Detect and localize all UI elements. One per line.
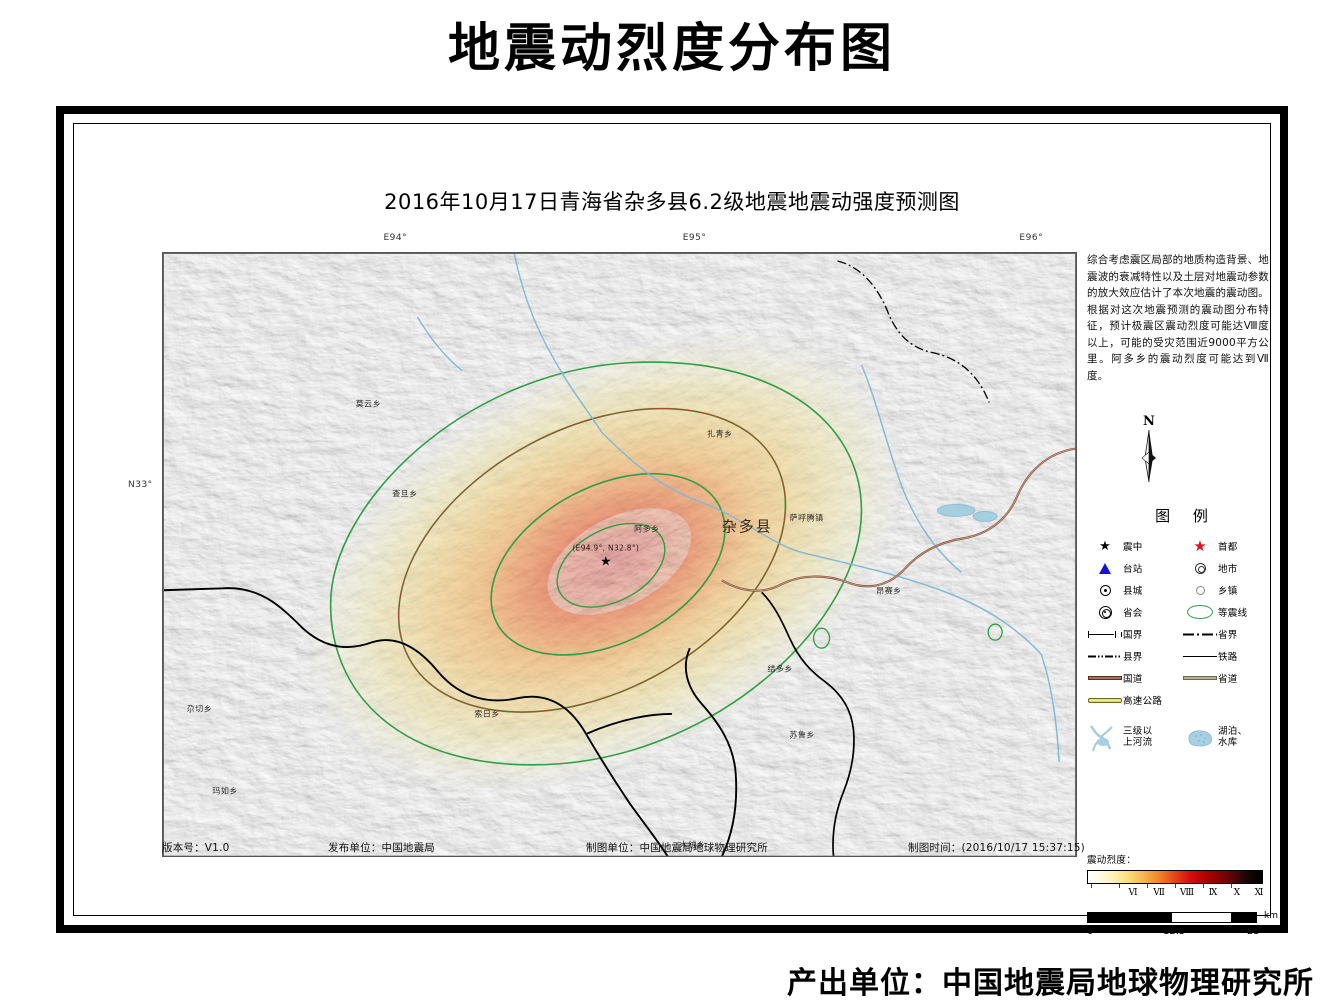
footer-cartographer: 制图单位：中国地震局地球物理研究所: [586, 842, 768, 854]
epicenter-coordinate-label: (E94.9°, N32.8°): [572, 543, 640, 553]
dash-dot-dot-line-icon: [1087, 654, 1123, 659]
footer-publisher: 发布单位：中国地震局: [328, 842, 435, 854]
scale-bar-unit: km: [1264, 911, 1278, 921]
legend-label: 震中: [1123, 542, 1143, 553]
map-label-zaduo-county: 杂多县: [721, 517, 773, 536]
legend-panel: 图 例 ★ 震中 ★ 首都 台站: [1087, 505, 1277, 761]
poster-footer: 版本号：V1.0 发布单位：中国地震局 制图单位：中国地震局地球物理研究所 制图…: [74, 840, 1270, 858]
solid-line-icon: [1182, 655, 1218, 657]
legend-row: 国界 省界: [1087, 623, 1277, 645]
legend-label: 国界: [1123, 630, 1143, 641]
legend-row: ★ 震中 ★ 首都: [1087, 535, 1277, 557]
legend-title: 图 例: [1155, 507, 1217, 525]
map-frame[interactable]: 莫云乡 查旦乡 扎青乡 阿多乡 杂多县 萨呼腾镇 昂赛乡 结多乡 苏鲁乡 尕切乡…: [162, 252, 1077, 857]
highway-icon: [1087, 697, 1123, 703]
legend-row: 高速公路: [1087, 689, 1277, 711]
legend-label: 县界: [1123, 652, 1143, 663]
lat-label-n33: N33°: [128, 479, 153, 490]
legend-row: 县界 铁路: [1087, 645, 1277, 667]
legend-label: 首都: [1218, 542, 1238, 553]
map-label-jieduo: 结多乡: [767, 664, 793, 674]
intensity-tick-ix: Ⅸ: [1208, 888, 1218, 898]
provincial-road-icon: [1182, 676, 1218, 680]
map-label-murong: 木绒乡: [679, 840, 706, 850]
green-ellipse-icon: [1182, 605, 1218, 619]
intensity-tick-vi: Ⅵ: [1128, 888, 1138, 898]
national-border-icon: [1087, 630, 1123, 638]
legend-row: 国道 省道: [1087, 667, 1277, 689]
info-column: 综合考虑震区局部的地质构造背景、地震波的衰减特性以及土层对地震动参数的放大效应估…: [1087, 252, 1278, 952]
province-capital-icon: [1087, 605, 1123, 619]
legend-label: 县城: [1123, 586, 1143, 597]
intensity-color-bar: [1087, 870, 1263, 884]
blue-triangle-icon: [1087, 562, 1123, 574]
double-circle-icon: [1182, 562, 1218, 574]
compass-rose: N: [1127, 415, 1171, 487]
intensity-tick-viii: Ⅷ: [1179, 888, 1195, 898]
compass-north-letter: N: [1143, 414, 1155, 429]
intensity-scale: 震动烈度： Ⅵ Ⅶ Ⅷ Ⅸ Ⅹ Ⅺ: [1087, 852, 1277, 900]
map-label-zhaqing: 扎青乡: [707, 429, 733, 439]
footer-timestamp: 制图时间：(2016/10/17 15:37:15): [908, 842, 1085, 854]
bottom-credit: 产出单位：中国地震局地球物理研究所: [787, 966, 1314, 1001]
legend-label: 乡镇: [1218, 586, 1238, 597]
scale-bar-labels: 0 12.5 25: [1087, 926, 1277, 940]
legend-label: 地市: [1218, 564, 1238, 575]
lake-icon: [1182, 728, 1218, 748]
dash-dot-line-icon: [1182, 632, 1218, 637]
map-label-aduo: 阿多乡: [634, 524, 660, 534]
map-label-moyun: 莫云乡: [355, 399, 382, 409]
map-label-chadan: 查旦乡: [392, 489, 418, 499]
poster-frame: 2016年10月17日青海省杂多县6.2级地震地震动强度预测图 E94° E95…: [56, 106, 1288, 937]
scale-label-max: 25: [1247, 926, 1260, 937]
legend-label: 省道: [1218, 674, 1238, 685]
scale-label-mid: 12.5: [1163, 926, 1186, 937]
intensity-tick-vii: Ⅶ: [1153, 888, 1165, 898]
scale-label-min: 0: [1087, 926, 1094, 937]
open-circle-icon: [1182, 585, 1218, 595]
page-title: 地震动烈度分布图: [447, 19, 896, 79]
lon-label-e95: E95°: [682, 233, 707, 243]
dot-circle-icon: [1087, 584, 1123, 596]
legend-label: 高速公路: [1123, 696, 1163, 707]
legend-row: 台站 地市: [1087, 557, 1277, 579]
intensity-tick-x: Ⅹ: [1233, 888, 1241, 898]
map-label-sahuteng: 萨呼腾镇: [789, 513, 824, 523]
legend-label: 台站: [1123, 564, 1143, 575]
map-label-sulu: 苏鲁乡: [789, 730, 815, 740]
legend-label: 等震线: [1218, 608, 1248, 619]
terrain-and-intensity-map: [163, 253, 1076, 856]
compass-needle-icon: [1141, 429, 1156, 483]
map-label-angsai: 昂赛乡: [876, 586, 902, 596]
footer-version: 版本号：V1.0: [162, 842, 230, 854]
national-road-icon: [1087, 676, 1123, 680]
scale-bar: km 0 12.5 25: [1087, 911, 1278, 940]
intensity-tick-labels: Ⅵ Ⅶ Ⅷ Ⅸ Ⅹ Ⅺ: [1087, 884, 1263, 900]
intensity-tick-xi: Ⅺ: [1254, 888, 1264, 898]
poster-inner-border: 2016年10月17日青海省杂多县6.2级地震地震动强度预测图 E94° E95…: [73, 123, 1278, 937]
map-label-suori: 索日乡: [474, 709, 500, 719]
map-label-gaqie: 尕切乡: [186, 704, 213, 714]
map-label-maru: 玛如乡: [212, 786, 238, 796]
map-subtitle: 2016年10月17日青海省杂多县6.2级地震地震动强度预测图: [384, 190, 960, 214]
legend-row: 三级以 上河流 湖泊、 水库: [1087, 715, 1277, 761]
river-icon: [1087, 723, 1123, 753]
legend-row: 县城 乡镇: [1087, 579, 1277, 601]
legend-label: 国道: [1123, 674, 1143, 685]
map-container[interactable]: E94° E95° E96° N33°: [128, 233, 1077, 857]
legend-row: 省会 等震线: [1087, 601, 1277, 623]
scale-bar-graphic: km: [1087, 911, 1278, 923]
intensity-scale-caption: 震动烈度：: [1087, 855, 1137, 866]
legend-label: 铁路: [1218, 652, 1238, 663]
black-star-icon: ★: [1099, 538, 1111, 554]
lon-label-e96: E96°: [1019, 233, 1044, 243]
epicenter-star-icon: ★: [599, 554, 612, 570]
description-text: 综合考虑震区局部的地质构造背景、地震波的衰减特性以及土层对地震动参数的放大效应估…: [1087, 254, 1269, 383]
red-star-icon: ★: [1193, 536, 1207, 555]
lon-label-e94: E94°: [383, 233, 408, 243]
legend-label: 省界: [1218, 630, 1238, 641]
legend-label: 湖泊、 水库: [1218, 726, 1248, 748]
legend-label: 省会: [1123, 608, 1143, 619]
legend-label: 三级以 上河流: [1123, 726, 1153, 748]
